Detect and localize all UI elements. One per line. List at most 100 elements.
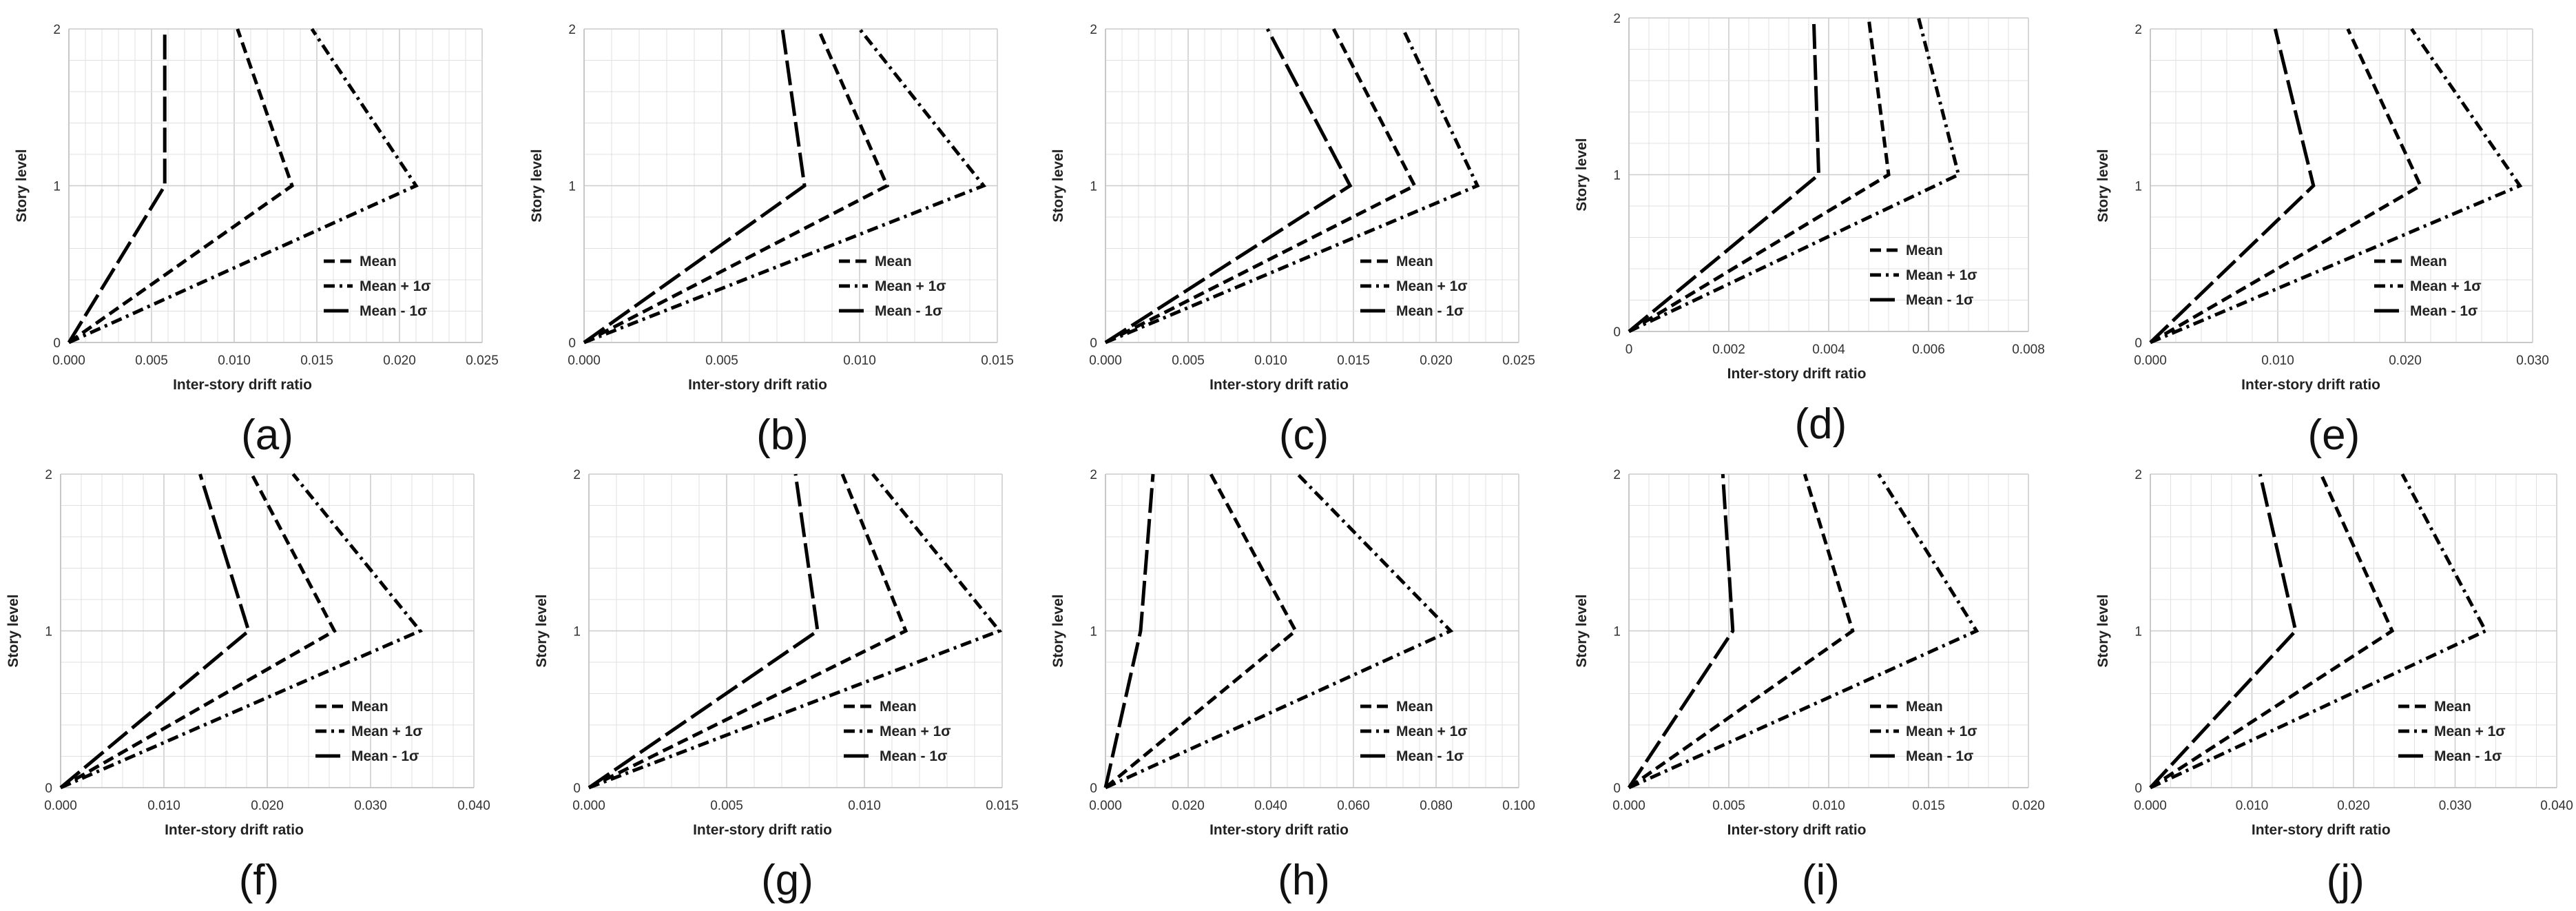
x-tick-label: 0.040 — [457, 799, 490, 813]
x-tick-label: 0.015 — [986, 799, 1019, 813]
y-axis-label: Story level — [1050, 149, 1066, 222]
legend-label: Mean — [1906, 699, 1943, 715]
x-tick-label: 0.015 — [981, 354, 1014, 368]
y-axis-label: Story level — [1574, 138, 1590, 211]
x-tick-label: 0.100 — [1502, 799, 1535, 813]
y-tick-label: 2 — [568, 23, 576, 37]
legend-label: Mean - 1σ — [360, 303, 427, 319]
legend-label: Mean - 1σ — [2434, 748, 2502, 764]
panel-label: (e) — [2308, 411, 2360, 459]
chart-panel: 0.000 0.010 0.020 0.030 0.040 0 1 2 Inter-story … — [6, 468, 490, 904]
legend-label: Mean — [1396, 699, 1433, 715]
x-tick-label: 0.030 — [2439, 799, 2472, 813]
legend-label: Mean — [880, 699, 917, 715]
chart-panel: 0.000 0.005 0.010 0.015 0 1 2 Inter-story drift… — [534, 468, 1019, 904]
series-line — [1105, 28, 1480, 345]
legend-label: Mean - 1σ — [880, 748, 947, 764]
x-tick-label: 0.020 — [2337, 799, 2370, 813]
legend-label: Mean + 1σ — [880, 724, 951, 739]
x-tick-label: 0.005 — [1172, 354, 1205, 368]
series-line — [1628, 473, 1980, 790]
x-axis-label: Inter-story drift ratio — [688, 377, 827, 393]
x-axis-label: Inter-story drift ratio — [1727, 822, 1867, 838]
legend-label: Mean + 1σ — [1396, 724, 1468, 739]
panel-label: (i) — [1802, 857, 1840, 904]
series-line — [1104, 28, 1353, 345]
y-tick-label: 1 — [573, 625, 581, 639]
chart-panel: 0 0.002 0.004 0.006 0.008 0 1 2 Inter-story drif… — [1574, 12, 2045, 448]
x-tick-label: 0.000 — [2134, 354, 2167, 368]
y-tick-label: 2 — [2134, 23, 2142, 37]
legend-label: Mean - 1σ — [2410, 303, 2478, 319]
legend-label: Mean + 1σ — [1396, 278, 1468, 294]
x-tick-label: 0.020 — [1420, 354, 1453, 368]
y-tick-label: 2 — [45, 468, 52, 482]
y-tick-label: 1 — [53, 180, 61, 194]
x-tick-label: 0.010 — [1812, 799, 1845, 813]
x-axis-label: Inter-story drift ratio — [1727, 366, 1867, 382]
series-line — [1628, 473, 1855, 790]
y-tick-label: 2 — [1090, 468, 1097, 482]
x-tick-label: 0.015 — [1912, 799, 1945, 813]
legend-label: Mean + 1σ — [1906, 267, 1977, 283]
x-tick-label: 0.010 — [147, 799, 180, 813]
y-axis-label: Story level — [6, 594, 21, 667]
legend-label: Mean — [360, 254, 397, 269]
legend-label: Mean — [1906, 243, 1943, 258]
x-tick-label: 0.015 — [300, 354, 333, 368]
x-tick-label: 0.015 — [1337, 354, 1370, 368]
x-tick-label: 0.020 — [2012, 799, 2045, 813]
y-tick-label: 1 — [45, 625, 52, 639]
panel-label: (g) — [761, 857, 813, 904]
panel-label: (a) — [241, 411, 293, 459]
series-line — [588, 473, 1003, 790]
legend-label: Mean + 1σ — [351, 724, 423, 739]
y-axis-label: Story level — [14, 149, 30, 222]
x-tick-label: 0.080 — [1420, 799, 1453, 813]
y-tick-label: 2 — [1090, 23, 1097, 37]
x-tick-label: 0.025 — [466, 354, 499, 368]
x-tick-label: 0.005 — [1712, 799, 1745, 813]
chart-panel: 0.000 0.005 0.010 0.015 0.020 0.025 0 1 2 Inter-s… — [14, 23, 499, 459]
series-line — [60, 473, 424, 790]
x-tick-label: 0.000 — [1612, 799, 1645, 813]
chart-panel: 0.000 0.020 0.040 0.060 0.080 0.100 0 1 2 Inter-s… — [1050, 468, 1535, 904]
y-tick-label: 2 — [1613, 12, 1621, 26]
y-tick-label: 0 — [573, 781, 581, 796]
series-line — [583, 28, 807, 345]
y-tick-label: 0 — [1090, 781, 1097, 796]
y-tick-label: 0 — [2134, 336, 2142, 351]
series-line — [1627, 473, 1735, 789]
x-tick-label: 0.000 — [1089, 354, 1122, 368]
y-axis-label: Story level — [534, 594, 550, 667]
y-tick-label: 1 — [2134, 180, 2142, 194]
x-tick-label: 0.030 — [2516, 354, 2549, 368]
y-axis-label: Story level — [1050, 594, 1066, 667]
y-tick-label: 0 — [53, 336, 61, 351]
y-tick-label: 1 — [1613, 169, 1621, 183]
legend-label: Mean - 1σ — [875, 303, 942, 319]
series-line — [1628, 17, 1821, 333]
y-tick-label: 1 — [568, 180, 576, 194]
series-line — [1103, 473, 1155, 788]
panel-label: (h) — [1278, 857, 1330, 904]
panel-label: (j) — [2327, 857, 2365, 904]
y-tick-label: 1 — [1090, 180, 1097, 194]
y-tick-label: 0 — [1613, 781, 1621, 796]
legend-label: Mean + 1σ — [2434, 724, 2506, 739]
x-tick-label: 0.040 — [1254, 799, 1287, 813]
legend-label: Mean - 1σ — [1396, 748, 1464, 764]
legend-label: Mean + 1σ — [875, 278, 946, 294]
chart-panel: 0.000 0.010 0.020 0.030 0.040 0 1 2 Inter-story … — [2095, 468, 2573, 904]
legend-label: Mean — [351, 699, 388, 715]
legend-label: Mean - 1σ — [1906, 748, 1973, 764]
y-tick-label: 0 — [568, 336, 576, 351]
series-line — [67, 29, 167, 344]
series-line — [2149, 473, 2395, 790]
x-axis-label: Inter-story drift ratio — [1209, 822, 1349, 838]
legend-label: Mean - 1σ — [1396, 303, 1464, 319]
y-tick-label: 2 — [53, 23, 61, 37]
chart-panel: 0.000 0.010 0.020 0.030 0 1 2 Inter-story drift… — [2095, 23, 2549, 459]
y-axis-label: Story level — [2095, 149, 2111, 222]
